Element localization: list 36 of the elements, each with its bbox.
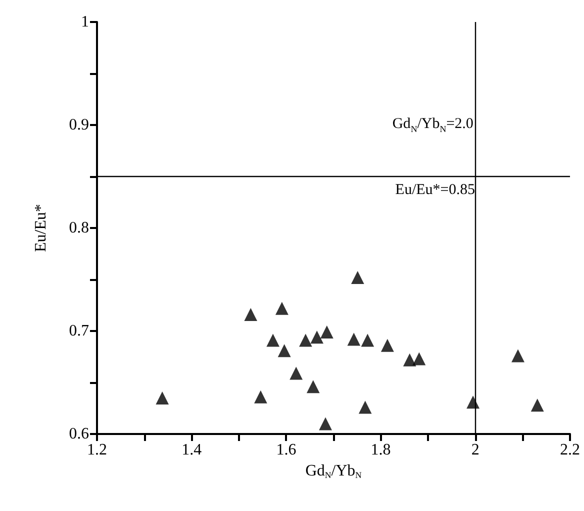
point: [403, 353, 416, 366]
point: [254, 390, 268, 404]
y-tick-label: 0.7: [69, 322, 89, 340]
x-tick-label: 1.6: [276, 442, 296, 458]
point: [275, 302, 288, 315]
y-tick-label: 0.9: [69, 116, 89, 134]
point: [511, 349, 524, 362]
x-tick-label: 2.2: [560, 442, 580, 458]
point: [266, 334, 280, 347]
point: [244, 308, 258, 322]
x-tick-label: 1.8: [370, 442, 391, 458]
point: [351, 270, 364, 284]
point: [530, 398, 544, 412]
point: [412, 352, 426, 366]
y-axis-title: Eu/Eu*: [32, 204, 50, 252]
point: [156, 391, 169, 404]
point: [306, 380, 320, 394]
x-tick-label: 1.2: [87, 442, 107, 458]
point: [361, 334, 374, 347]
point: [320, 326, 334, 339]
x-tick-label: 2: [471, 442, 480, 458]
ref-line-label: Gd$_{N}$/Yb$_{N}$=2.0: [392, 116, 474, 134]
point: [380, 338, 394, 352]
point: [318, 417, 332, 430]
point: [466, 396, 480, 409]
y-tick-label: 0.6: [69, 426, 89, 442]
point: [310, 330, 324, 344]
point: [299, 334, 312, 347]
point: [347, 332, 360, 346]
point: [358, 400, 372, 414]
point: [278, 344, 291, 358]
y-tick-label: 1: [81, 14, 89, 30]
x-tick-label: 1.4: [182, 442, 202, 458]
ref-line-label: Eu/Eu*=0.85: [395, 182, 475, 198]
point: [290, 366, 303, 380]
y-tick-label: 0.8: [69, 220, 89, 236]
